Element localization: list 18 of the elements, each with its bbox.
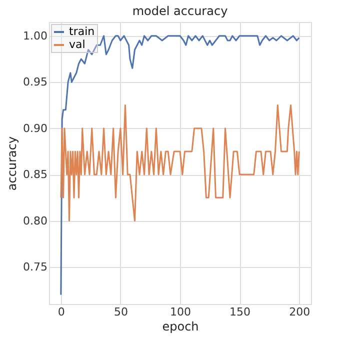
legend-label: train <box>69 25 95 38</box>
y-axis-title: accuracy <box>5 136 20 191</box>
y-tick-label: 1.00 <box>23 29 48 42</box>
x-tick-label: 150 <box>230 306 251 318</box>
y-tick-label: 0.85 <box>23 168 48 182</box>
y-tick-label: 0.75 <box>23 260 48 274</box>
legend-label: val <box>69 38 86 51</box>
y-tick-label: 0.80 <box>23 214 48 228</box>
line-series <box>60 104 300 222</box>
x-tick-label: 50 <box>114 306 128 318</box>
x-axis-title: epoch <box>162 320 199 334</box>
y-tick-label: 0.90 <box>23 122 48 135</box>
line-series <box>60 35 300 296</box>
chart-title: model accuracy <box>132 4 228 18</box>
x-tick-label: 100 <box>170 306 191 318</box>
y-tick-label: 0.95 <box>23 76 48 89</box>
x-tick-label: 0 <box>58 306 65 318</box>
x-tick-label: 200 <box>289 306 310 318</box>
